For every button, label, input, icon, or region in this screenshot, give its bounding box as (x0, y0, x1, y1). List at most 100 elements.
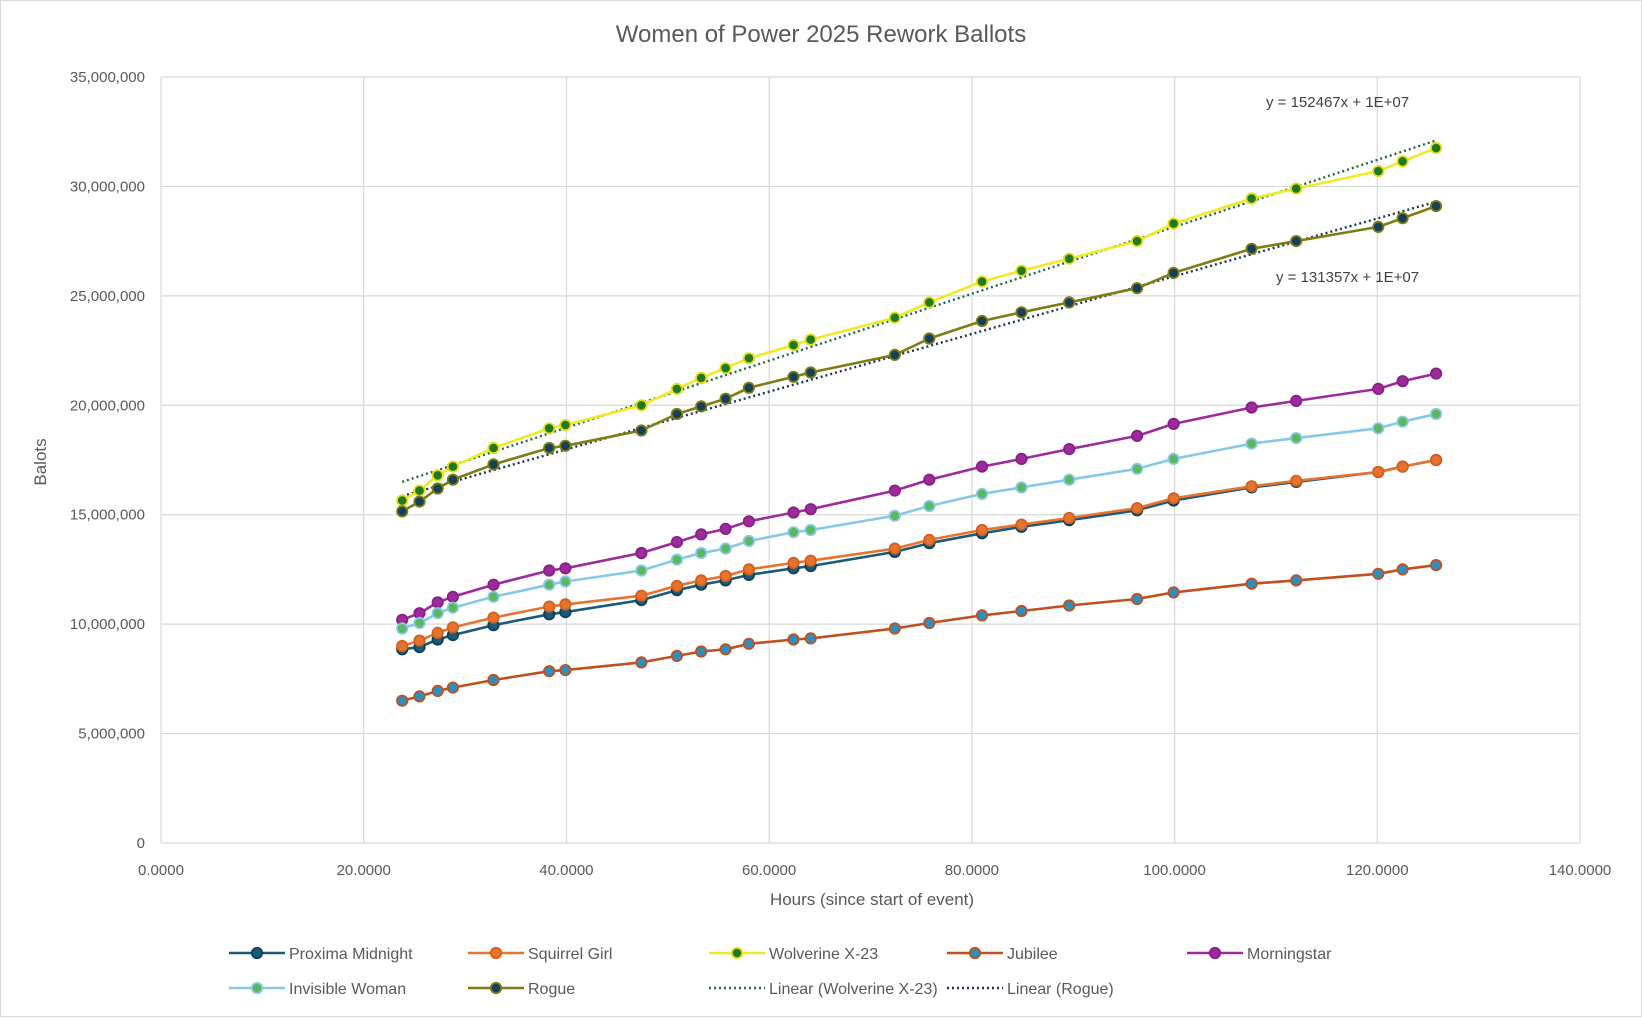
data-point (1063, 599, 1076, 612)
x-tick-label: 100.0000 (1143, 862, 1206, 879)
data-point (1245, 242, 1258, 255)
legend-marker (968, 946, 982, 960)
series-line (401, 204, 1437, 513)
y-tick-label: 25,000,000 (70, 288, 145, 305)
series-morningstar (396, 367, 1443, 626)
data-point (396, 694, 409, 707)
data-point (487, 441, 500, 455)
data-point (1430, 142, 1443, 155)
data-point (719, 522, 732, 536)
data-point (1396, 460, 1409, 473)
data-point (446, 473, 459, 486)
legend-label: Squirrel Girl (528, 946, 612, 963)
legend-label: Proxima Midnight (289, 946, 413, 963)
series-line (401, 412, 1437, 630)
data-point (1290, 431, 1303, 445)
legend-item: Linear (Rogue) (947, 981, 1114, 998)
data-point (804, 632, 817, 645)
data-point (923, 616, 936, 630)
data-point (975, 314, 989, 328)
data-point (446, 590, 459, 603)
x-tick-label: 0.0000 (138, 862, 184, 879)
legend-label: Morningstar (1247, 946, 1332, 963)
data-point (1245, 192, 1258, 205)
data-point (1245, 401, 1258, 414)
data-point (670, 649, 684, 663)
data-point (975, 275, 989, 288)
data-point (670, 535, 684, 549)
data-point (719, 643, 732, 656)
legend-label: Linear (Rogue) (1007, 981, 1114, 998)
series-invisible-woman (396, 407, 1443, 635)
data-point (888, 348, 901, 361)
data-point (1015, 604, 1028, 618)
data-point (1063, 442, 1076, 456)
data-point (1063, 252, 1076, 265)
data-point (975, 487, 989, 500)
data-point (975, 609, 989, 622)
trendline-equation: y = 131357x + 1E+07 (1276, 269, 1419, 286)
data-point (1396, 563, 1409, 576)
series-rogue (396, 200, 1443, 518)
data-point (888, 484, 901, 497)
data-point (1290, 235, 1303, 248)
series-line (401, 372, 1437, 622)
data-point (975, 523, 989, 537)
data-point (695, 546, 708, 560)
data-point (804, 554, 817, 567)
series-line (401, 146, 1437, 502)
series-jubilee (396, 558, 1443, 707)
data-point (487, 590, 500, 603)
data-point (1290, 182, 1303, 195)
legend-item: Rogue (468, 981, 575, 998)
data-point (1167, 217, 1180, 230)
legend-item: Jubilee (947, 946, 1058, 963)
y-tick-label: 0 (137, 835, 145, 852)
data-point (742, 637, 756, 650)
data-point (559, 439, 572, 452)
y-tick-label: 20,000,000 (70, 397, 145, 414)
trendline-equation: y = 152467x + 1E+07 (1266, 94, 1409, 111)
data-point (396, 494, 409, 507)
data-point (695, 645, 708, 658)
data-point (1063, 296, 1076, 309)
data-point (1430, 453, 1443, 467)
data-point (559, 562, 572, 575)
y-axis-title: Balots (31, 438, 50, 485)
axis-ticks: 0.0000 20.0000 40.0000 60.0000 80.0000 100.00… (70, 69, 1611, 879)
data-point (670, 553, 684, 566)
data-point (1245, 577, 1258, 590)
legend-item: Invisible Woman (229, 981, 406, 998)
data-point (787, 633, 800, 646)
y-tick-label: 5,000,000 (78, 726, 145, 743)
data-point (635, 589, 648, 602)
data-point (888, 542, 901, 555)
x-tick-label: 120.0000 (1346, 862, 1409, 879)
data-point (543, 600, 556, 613)
data-point (1430, 200, 1443, 213)
data-point (487, 611, 500, 624)
data-point (1063, 511, 1076, 525)
data-point (742, 381, 756, 394)
data-point (695, 574, 708, 587)
data-point (446, 601, 459, 614)
data-point (396, 505, 409, 518)
data-point (559, 598, 572, 611)
legend-label: Invisible Woman (289, 981, 406, 998)
data-point (1372, 567, 1385, 580)
legend-marker (250, 981, 264, 995)
data-point (1167, 417, 1180, 430)
data-point (1372, 422, 1385, 435)
data-point (431, 596, 444, 609)
data-point (1015, 518, 1028, 531)
y-tick-label: 30,000,000 (70, 178, 145, 195)
legend-marker (489, 946, 503, 960)
data-point (446, 681, 459, 694)
x-axis-title: Hours (since start of event) (770, 890, 974, 909)
trendline (401, 139, 1437, 484)
data-point (1015, 306, 1028, 319)
trendlines (401, 139, 1437, 498)
data-point (1131, 282, 1144, 295)
x-tick-label: 20.0000 (337, 862, 391, 879)
data-point (1430, 367, 1443, 380)
